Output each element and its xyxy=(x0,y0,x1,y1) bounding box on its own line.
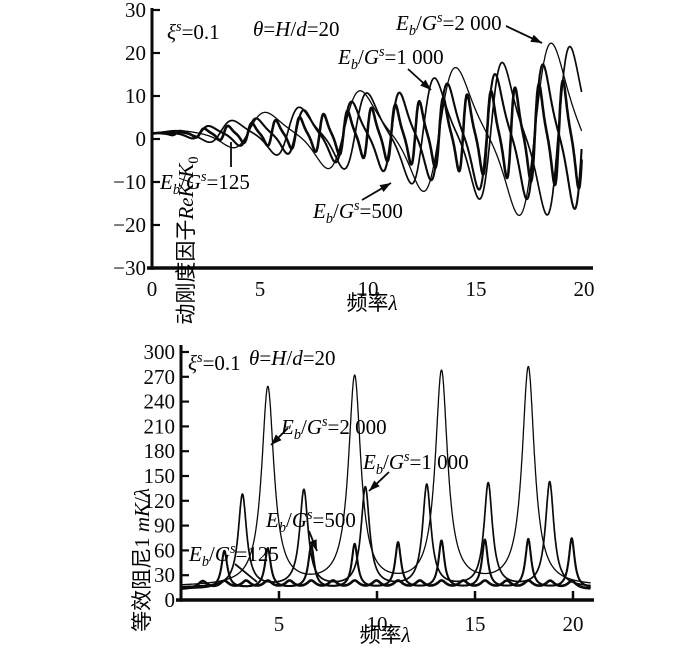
series-curve-500 xyxy=(181,537,592,590)
y-tick-label: 300 xyxy=(144,340,176,364)
x-tick-label: 20 xyxy=(574,277,595,301)
arrowhead-icon xyxy=(379,183,391,192)
series-curve-125 xyxy=(181,579,592,590)
y-tick-label: 30 xyxy=(125,0,146,22)
x-tick-label: 15 xyxy=(465,612,486,636)
y-tick-label: 120 xyxy=(144,489,176,513)
y-tick-label: 240 xyxy=(144,390,176,414)
y-tick-label: 180 xyxy=(144,439,176,463)
equivalent-damping-annotation-2: Eb/Gs=2 000 xyxy=(281,414,387,443)
equivalent-damping-annotation-3: Eb/Gs=1 000 xyxy=(363,449,469,478)
arrowhead-icon xyxy=(530,34,542,43)
x-tick-label: 20 xyxy=(563,612,584,636)
dynamic-stiffness-annotation-4: Eb/Gs=125 xyxy=(160,169,250,198)
bottom-chart-xlabel: 频率λ xyxy=(359,623,411,647)
x-tick-label: 15 xyxy=(466,277,487,301)
equivalent-damping-annotation-4: Eb/Gs=500 xyxy=(266,507,356,536)
top-chart-xlabel: 频率λ xyxy=(346,291,398,315)
y-tick-label: 270 xyxy=(144,365,176,389)
annotation-leader-line xyxy=(234,563,258,583)
y-tick-label: 0 xyxy=(165,588,176,612)
x-tick-label: 10 xyxy=(367,612,388,636)
y-tick-label: 150 xyxy=(144,464,176,488)
dynamic-stiffness-annotation-2: Eb/Gs=2 000 xyxy=(396,10,502,39)
arrowhead-icon xyxy=(420,79,431,90)
y-tick-label: 10 xyxy=(125,84,146,108)
series-curve-2000 xyxy=(152,42,583,217)
y-tick-label: 210 xyxy=(144,414,176,438)
dynamic-stiffness-annotation-5: Eb/Gs=500 xyxy=(313,198,403,227)
x-tick-label: 5 xyxy=(274,612,285,636)
x-tick-label: 10 xyxy=(358,277,379,301)
x-tick-label: 0 xyxy=(147,277,158,301)
arrowhead-icon xyxy=(309,539,317,551)
series-curve-1000 xyxy=(152,45,583,216)
dynamic-stiffness-annotation-3: Eb/Gs=1 000 xyxy=(338,44,444,73)
y-tick-label: −20 xyxy=(113,213,146,237)
x-tick-label: 5 xyxy=(255,277,266,301)
dynamic-stiffness-annotation-1: θ=H/d=20 xyxy=(253,17,340,41)
equivalent-damping-annotation-1: θ=H/d=20 xyxy=(249,346,336,370)
equivalent-damping-annotation-0: ξs=0.1 xyxy=(188,350,241,375)
y-tick-label: 20 xyxy=(125,41,146,65)
dynamic-stiffness-annotation-0: ξs=0.1 xyxy=(167,19,220,44)
y-tick-label: 30 xyxy=(154,563,175,587)
series-curve-125 xyxy=(152,79,583,190)
equivalent-damping-annotation-5: Eb/Gs=125 xyxy=(189,541,279,570)
y-tick-label: −10 xyxy=(113,170,146,194)
bottom-chart-ylabel: 等效阻尼1 mK/λ xyxy=(129,488,154,632)
arrowhead-icon xyxy=(271,434,282,445)
series-curve-1000 xyxy=(181,480,592,588)
y-tick-label: 60 xyxy=(154,538,175,562)
arrowhead-icon xyxy=(369,480,380,491)
y-tick-label: 0 xyxy=(136,127,147,151)
y-tick-label: 90 xyxy=(154,514,175,538)
y-tick-label: −30 xyxy=(113,256,146,280)
